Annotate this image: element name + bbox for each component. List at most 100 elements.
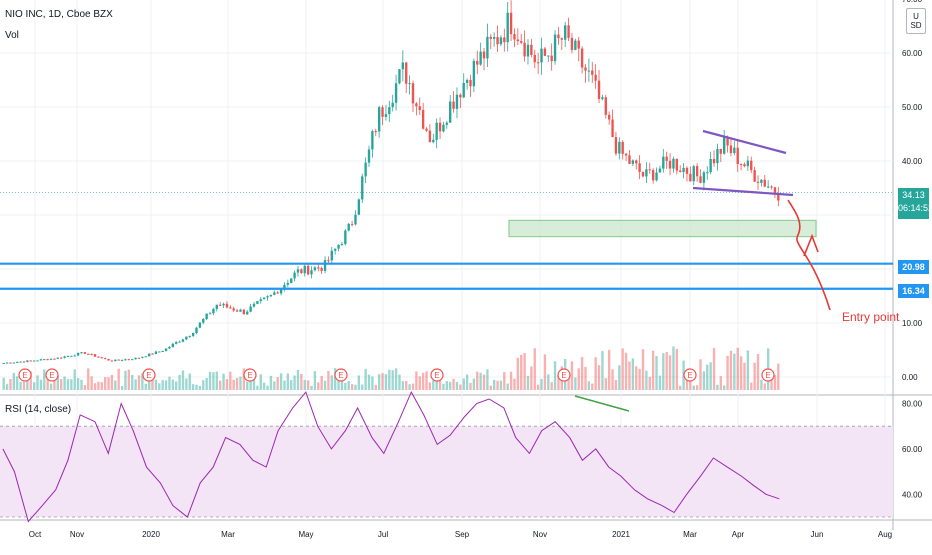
candle-body [624, 153, 628, 156]
volume-bar [536, 384, 540, 390]
volume-bar [232, 379, 235, 390]
candle-body [22, 361, 26, 363]
volume-bar [408, 384, 411, 390]
volume-bar [685, 376, 689, 390]
volume-bar [103, 377, 107, 390]
volume-bar [235, 377, 239, 390]
volume-bar [530, 366, 533, 390]
candle-body [736, 147, 739, 165]
volume-bar [746, 350, 750, 390]
volume-bar [611, 369, 614, 390]
volume-bar [296, 369, 300, 390]
candle-body [641, 171, 645, 177]
volume-bar [428, 382, 432, 390]
countdown-timer: 06:14:52 [898, 203, 932, 213]
candle-body [273, 292, 276, 295]
candle-body [306, 265, 310, 275]
volume-bar [43, 369, 46, 390]
volume-bar [93, 383, 97, 390]
candle-body [486, 36, 489, 59]
candle-body [601, 97, 604, 100]
candle-body [161, 351, 164, 353]
candle-body [394, 83, 398, 103]
volume-bar [699, 359, 702, 390]
volume-bar [384, 374, 388, 390]
candle-body [391, 102, 394, 108]
earnings-marker-label: E [338, 371, 343, 380]
volume-bar [675, 348, 679, 390]
candle-body [750, 160, 753, 171]
volume-bar [198, 385, 202, 390]
volume-bar [76, 378, 80, 390]
candle-body [712, 159, 716, 164]
candle-body [83, 352, 87, 354]
current-price-tag: 34.13 06:14:52 [898, 188, 932, 219]
earnings-marker-label: E [561, 371, 566, 380]
candle-body [503, 37, 506, 43]
price-tick-0: 70.00 [902, 0, 923, 4]
volume-bar [756, 353, 760, 390]
volume-bar [63, 376, 66, 390]
earnings-marker-label: E [247, 371, 252, 380]
candle-body [381, 107, 384, 117]
candle-body [195, 327, 198, 333]
candle-body [124, 359, 127, 361]
candle-body [63, 356, 66, 358]
candle-body [516, 39, 520, 42]
currency-button[interactable]: U SD [906, 8, 926, 34]
current-price-value: 34.13 [902, 190, 925, 200]
candle-body [181, 339, 185, 342]
volume-bar [97, 381, 100, 390]
volume-bar [269, 375, 273, 390]
price-tick-2: 50.00 [902, 103, 923, 112]
entry-arrowhead [803, 233, 819, 257]
candle-body [171, 343, 175, 347]
volume-bar [459, 384, 462, 390]
candle-body [12, 362, 16, 364]
candle-body [611, 119, 614, 138]
x-tick-2: 2020 [142, 530, 160, 539]
candle-body [587, 70, 591, 72]
price-tick-7: 0.00 [902, 373, 918, 382]
candle-body [760, 179, 763, 183]
candle-body [695, 166, 699, 177]
candle-body [73, 355, 76, 357]
volume-bar [601, 351, 604, 390]
candle-body [293, 272, 296, 279]
volume-bar [151, 376, 154, 390]
volume-bar [631, 358, 635, 390]
volume-bar [32, 382, 36, 390]
volume-bar [770, 377, 773, 390]
candle-body [635, 160, 638, 164]
volume-bar [83, 385, 87, 390]
rsi-legend: RSI (14, close) [5, 404, 72, 415]
x-tick-1: Nov [70, 530, 84, 539]
volume-bar [259, 374, 262, 390]
candle-body [276, 292, 279, 294]
candle-body [469, 79, 472, 87]
candle-body [178, 341, 181, 343]
volume-bar [503, 372, 506, 390]
volume-bar [736, 347, 739, 390]
volume-bar [739, 356, 743, 390]
candle-body [553, 34, 557, 62]
volume-bar [141, 373, 144, 390]
candle-body [154, 351, 158, 355]
volume-bar [181, 370, 185, 390]
candle-body [131, 359, 134, 361]
candle-body [246, 311, 249, 315]
volume-bar [178, 374, 181, 390]
volume-bar [164, 380, 168, 390]
candle-body [753, 170, 756, 182]
candle-body [455, 94, 459, 109]
earnings-marker-label: E [687, 371, 692, 380]
candle-body [442, 124, 445, 132]
volume-bar [70, 379, 73, 390]
candle-body [449, 101, 452, 123]
volume-bar [398, 374, 401, 390]
volume-bar [472, 378, 476, 390]
volume-bar [66, 379, 70, 390]
volume-bar [587, 381, 591, 390]
